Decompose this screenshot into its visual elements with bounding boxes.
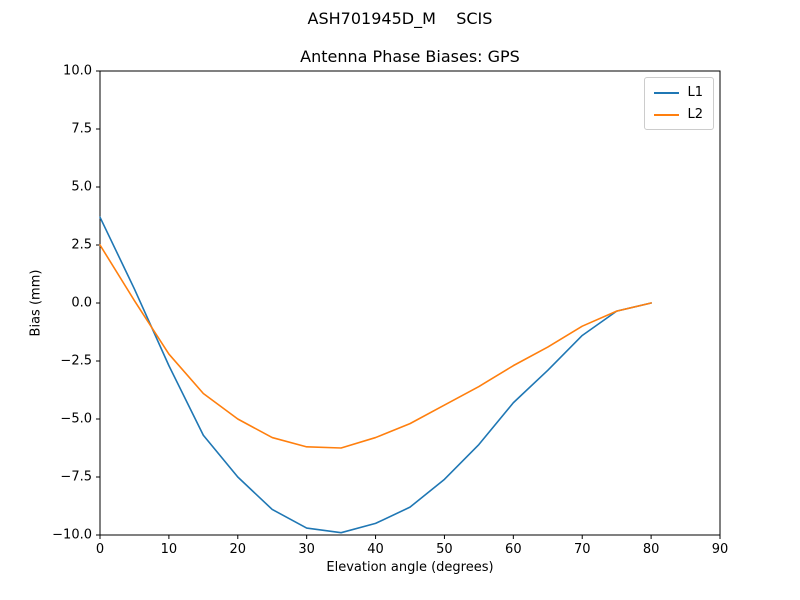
x-tick-label: 50 [436,542,453,557]
x-tick-label: 20 [230,542,247,557]
y-tick-label: −10.0 [52,528,92,543]
y-tick-label: 0.0 [71,296,92,311]
x-tick-label: 30 [298,542,315,557]
y-tick-label: 5.0 [71,180,92,195]
x-tick-label: 70 [574,542,591,557]
legend-label-l2: L2 [687,107,703,122]
y-axis-label: Bias (mm) [28,269,44,337]
y-tick-label: −7.5 [60,470,92,485]
legend: L1 L2 [644,77,714,130]
x-axis-label: Elevation angle (degrees) [326,560,494,575]
x-tick-label: 40 [367,542,384,557]
figure-suptitle: ASH701945D_M SCIS [307,9,493,28]
legend-label-l1: L1 [687,85,703,100]
x-tick-label: 90 [712,542,729,557]
legend-line-sample-l2 [654,113,680,116]
x-tick-label: 0 [96,542,104,557]
series-line-l2 [99,244,652,449]
legend-item-l2: L2 [654,107,703,122]
x-tick-label: 60 [505,542,522,557]
y-tick-label: −5.0 [60,412,92,427]
series-line-l1 [99,216,652,534]
y-tick-label: 2.5 [71,238,92,253]
y-tick-label: −2.5 [60,354,92,369]
y-tick-label: 7.5 [71,122,92,137]
axes-frame [99,70,721,536]
legend-line-sample-l1 [654,91,680,94]
y-tick-label: 10.0 [63,64,92,79]
x-tick-label: 80 [643,542,660,557]
legend-item-l1: L1 [654,85,703,100]
axes-title: Antenna Phase Biases: GPS [300,47,520,66]
x-tick-label: 10 [161,542,178,557]
